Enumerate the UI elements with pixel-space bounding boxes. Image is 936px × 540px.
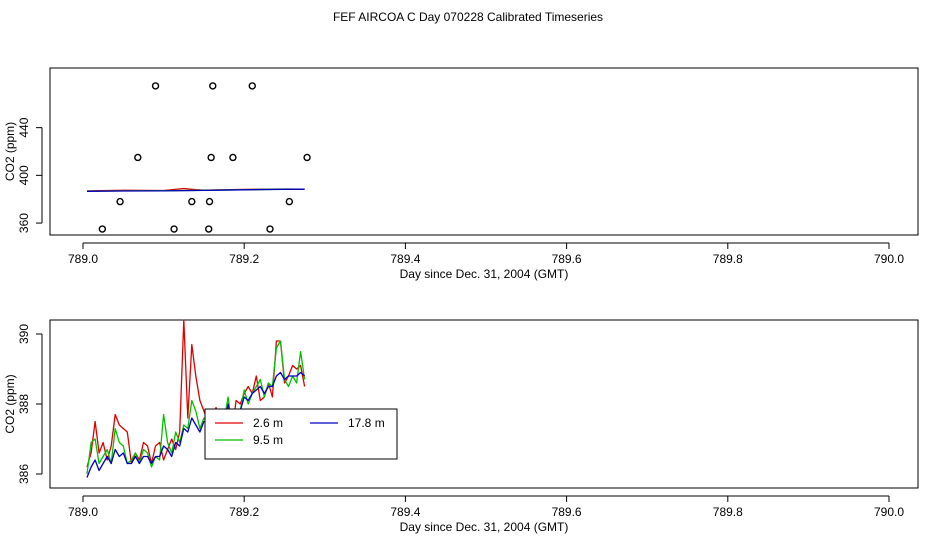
y-tick-label: 400 [17, 165, 31, 185]
x-axis-title: Day since Dec. 31, 2004 (GMT) [400, 267, 569, 281]
x-tick-label: 789.8 [713, 252, 743, 266]
x-tick-label: 789.8 [713, 505, 743, 519]
y-tick-label: 360 [17, 213, 31, 233]
data-point [188, 197, 196, 206]
bottom-panel: 789.0 789.2 789.4 789.6 789.8 790.0 Day since … [3, 319, 919, 534]
series-line-3 [86, 188, 305, 192]
y-axis-title: CO2 (ppm) [3, 374, 17, 433]
y-tick-label: 386 [17, 464, 31, 484]
y-tick-label: 390 [17, 324, 31, 344]
legend-box [204, 408, 398, 460]
plot-frame [49, 67, 919, 236]
data-point [207, 153, 215, 162]
chart-title: FEF AIRCOA C Day 070228 Calibrated Times… [332, 10, 604, 24]
x-tick-label: 789.2 [229, 252, 259, 266]
data-point [116, 197, 124, 206]
legend-label: 9.5 m [253, 433, 283, 447]
y-tick-label: 388 [17, 394, 31, 414]
y-axis-title: CO2 (ppm) [3, 122, 17, 181]
top-panel: 789.0 789.2 789.4 789.6 789.8 790.0 Day since … [3, 67, 919, 281]
data-point [151, 82, 160, 90]
data-point [205, 225, 213, 233]
legend-label: 2.6 m [253, 416, 283, 430]
data-point [266, 225, 274, 233]
x-tick-label: 789.4 [390, 252, 420, 266]
data-point [205, 197, 214, 206]
x-axis-title: Day since Dec. 31, 2004 (GMT) [400, 520, 569, 534]
x-tick-label: 789.6 [552, 505, 582, 519]
x-tick-label: 790.0 [874, 252, 904, 266]
x-tick-label: 789.6 [552, 252, 582, 266]
series-line-2 [86, 340, 306, 475]
data-point [248, 82, 256, 90]
data-point [134, 153, 142, 162]
data-point [170, 225, 178, 233]
x-tick-label: 789.2 [229, 505, 259, 519]
data-point [98, 225, 107, 233]
legend: 2.6 m 9.5 m 17.8 m [204, 408, 398, 460]
x-tick-label: 789.0 [68, 252, 98, 266]
series-line-3 [86, 371, 306, 478]
x-tick-label: 790.0 [874, 505, 904, 519]
data-point [303, 153, 311, 162]
legend-label: 17.8 m [348, 416, 385, 430]
plot-frame [49, 319, 919, 489]
x-tick-label: 789.4 [390, 505, 420, 519]
x-tick-label: 789.0 [68, 505, 98, 519]
data-point [285, 197, 294, 206]
y-tick-label: 440 [17, 117, 31, 137]
data-point [209, 82, 217, 90]
data-point [229, 153, 237, 162]
